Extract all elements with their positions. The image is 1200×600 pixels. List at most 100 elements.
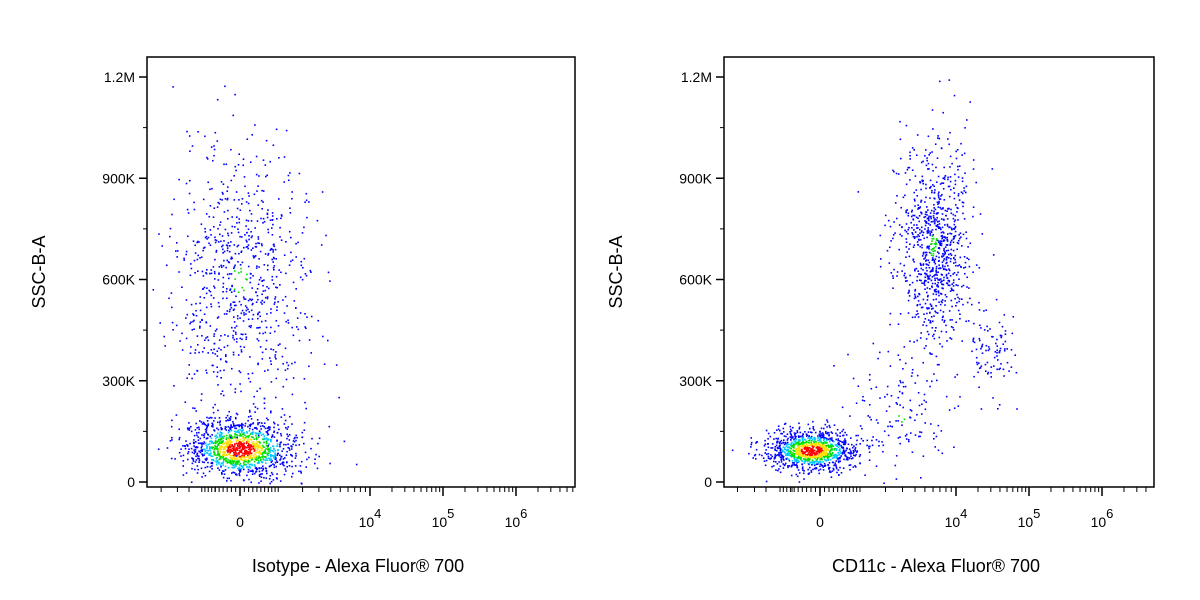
data-point (219, 446, 222, 448)
data-point (273, 269, 275, 271)
data-point (1004, 348, 1006, 350)
data-point (861, 427, 863, 430)
data-point (816, 463, 819, 465)
data-point (806, 434, 809, 436)
data-point (912, 218, 915, 221)
data-point (230, 461, 233, 463)
data-point (269, 219, 272, 221)
data-point (911, 147, 914, 149)
data-point (229, 383, 232, 386)
data-point (239, 317, 241, 319)
data-point (239, 462, 242, 465)
data-point (943, 268, 945, 271)
data-point (233, 316, 235, 318)
data-point (951, 305, 953, 308)
data-point (207, 449, 210, 452)
data-point (917, 208, 919, 210)
data-point (226, 461, 228, 463)
data-point (941, 299, 944, 301)
data-point (286, 461, 288, 463)
data-point (239, 470, 242, 473)
data-point (225, 426, 227, 428)
data-point (242, 446, 244, 449)
data-point (789, 447, 791, 449)
data-point (897, 173, 900, 175)
data-point (845, 458, 848, 461)
data-point (934, 189, 936, 191)
data-point (829, 426, 831, 429)
data-point (796, 458, 798, 461)
data-point (248, 440, 250, 443)
data-point (978, 301, 980, 304)
data-point (818, 451, 821, 453)
data-point (283, 414, 286, 416)
data-point (206, 437, 209, 439)
data-point (275, 286, 277, 289)
data-point (821, 442, 823, 444)
data-point (204, 339, 206, 341)
data-point (213, 333, 216, 335)
data-point (266, 447, 269, 449)
data-point (833, 365, 835, 367)
data-point (302, 266, 304, 269)
data-point (940, 330, 943, 333)
data-point (799, 448, 801, 450)
data-point (792, 455, 794, 458)
data-point (952, 217, 955, 220)
data-point (931, 238, 934, 240)
data-point (234, 432, 236, 435)
data-point (218, 443, 220, 445)
data-point (818, 446, 821, 449)
data-point (253, 460, 256, 463)
data-point (775, 444, 778, 447)
data-point (230, 291, 233, 293)
data-point (887, 434, 890, 437)
data-point (239, 443, 242, 446)
data-point (870, 387, 873, 390)
data-point (209, 440, 211, 443)
data-point (808, 435, 810, 438)
data-point (966, 286, 968, 288)
data-point (268, 457, 270, 460)
data-point (246, 474, 248, 477)
data-point (216, 355, 219, 357)
data-point (922, 298, 925, 301)
data-point (216, 454, 219, 456)
data-point (265, 175, 267, 178)
data-point (227, 234, 230, 237)
data-point (173, 198, 175, 201)
data-point (928, 307, 930, 310)
data-point (188, 448, 190, 450)
data-point (827, 431, 829, 434)
data-point (853, 445, 855, 447)
data-point (254, 411, 256, 413)
data-point (263, 438, 266, 441)
data-point (820, 446, 823, 448)
data-point (834, 447, 837, 450)
data-point (920, 279, 922, 282)
data-point (950, 208, 952, 211)
data-point (270, 308, 272, 310)
data-point (800, 459, 803, 462)
data-point (226, 288, 228, 290)
data-point (197, 457, 199, 460)
data-point (964, 127, 966, 129)
data-point (817, 446, 819, 448)
data-point (261, 358, 264, 360)
data-point (775, 437, 777, 440)
data-point (290, 251, 292, 254)
data-point (258, 444, 260, 447)
data-point (831, 457, 834, 459)
data-point (280, 441, 282, 443)
data-point (199, 296, 202, 298)
data-point (211, 468, 213, 470)
data-point (927, 209, 929, 211)
data-point (805, 443, 808, 446)
data-point (918, 220, 920, 223)
data-point (918, 279, 921, 281)
data-point (960, 236, 962, 238)
data-point (813, 449, 816, 452)
data-point (217, 467, 219, 469)
data-point (200, 256, 203, 258)
data-point (917, 207, 920, 209)
